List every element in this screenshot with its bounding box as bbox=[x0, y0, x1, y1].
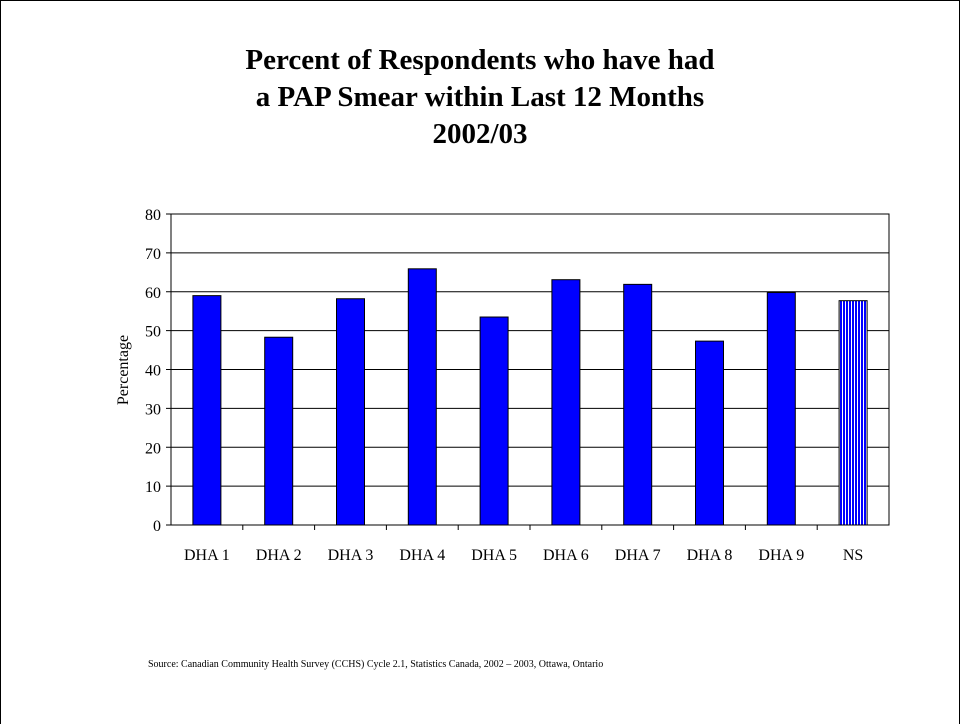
chart-title-line-1: Percent of Respondents who have had bbox=[245, 44, 715, 76]
bar-dha-8 bbox=[695, 340, 724, 526]
x-tick-label: DHA 2 bbox=[256, 547, 302, 564]
chart-title: Percent of Respondents who have had a PA… bbox=[0, 42, 960, 153]
y-axis-label: Percentage bbox=[115, 335, 132, 405]
bar-dha-4 bbox=[407, 268, 437, 526]
y-tick-label: 70 bbox=[145, 246, 161, 263]
chart-title-line-2: a PAP Smear within Last 12 Months bbox=[255, 81, 705, 113]
x-axis-ticks: DHA 1 DHA 2 DHA 3 DHA 4 DHA 5 DHA 6 DHA 7 DHA 8… bbox=[184, 525, 863, 564]
y-axis-ticks: 0 10 20 30 40 50 60 70 80 bbox=[145, 207, 171, 535]
x-tick-label: DHA 1 bbox=[184, 547, 230, 564]
x-tick-label: DHA 3 bbox=[328, 547, 374, 564]
bar-dha-3 bbox=[336, 298, 365, 526]
bars bbox=[192, 268, 868, 526]
y-tick-label: 40 bbox=[145, 363, 161, 380]
bar-dha-5 bbox=[479, 316, 509, 526]
chart-title-line-3: 2002/03 bbox=[432, 118, 528, 150]
bar-dha-2 bbox=[264, 336, 294, 526]
source-note: Source: Canadian Community Health Survey… bbox=[148, 659, 604, 670]
y-tick-label: 80 bbox=[145, 207, 161, 224]
bar-dha-9 bbox=[766, 292, 796, 526]
bar-dha-7 bbox=[623, 283, 653, 526]
y-tick-label: 60 bbox=[145, 285, 161, 302]
y-tick-label: 30 bbox=[145, 401, 161, 418]
x-tick-label: DHA 9 bbox=[758, 547, 804, 564]
y-tick-label: 50 bbox=[145, 324, 161, 341]
x-tick-label: DHA 6 bbox=[543, 547, 589, 564]
y-tick-label: 20 bbox=[145, 440, 161, 457]
bar-ns bbox=[838, 300, 868, 526]
y-tick-label: 10 bbox=[145, 479, 161, 496]
x-tick-label: DHA 4 bbox=[399, 547, 445, 564]
x-tick-label: NS bbox=[843, 547, 863, 564]
bar-dha-1 bbox=[192, 295, 222, 526]
x-tick-label: DHA 7 bbox=[615, 547, 661, 564]
x-tick-label: DHA 5 bbox=[471, 547, 517, 564]
bar-dha-6 bbox=[551, 279, 581, 526]
y-tick-label: 0 bbox=[153, 518, 161, 535]
x-tick-label: DHA 8 bbox=[687, 547, 733, 564]
